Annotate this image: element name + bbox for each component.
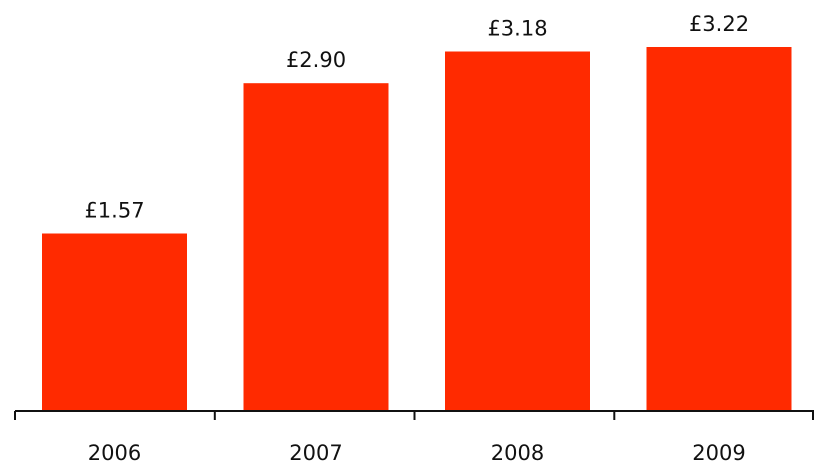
x-tick-labels-group: 2006 2007 2008 2009 <box>88 441 746 463</box>
bars-group <box>42 47 792 411</box>
bar-2008 <box>445 51 590 411</box>
bar-2009 <box>646 47 792 411</box>
value-label-2006: £1.57 <box>84 199 144 223</box>
value-labels-group: £1.57 £2.90 £3.18 £3.22 <box>84 12 749 223</box>
x-tick-label-2007: 2007 <box>289 441 342 463</box>
x-axis <box>14 410 814 420</box>
x-tick-label-2008: 2008 <box>491 441 544 463</box>
value-label-2009: £3.22 <box>689 12 749 36</box>
value-label-2007: £2.90 <box>286 48 346 72</box>
bar-2006 <box>42 233 187 411</box>
x-tick-label-2009: 2009 <box>692 441 745 463</box>
bar-2007 <box>243 83 389 411</box>
x-tick-label-2006: 2006 <box>88 441 141 463</box>
value-label-2008: £3.18 <box>487 17 547 41</box>
